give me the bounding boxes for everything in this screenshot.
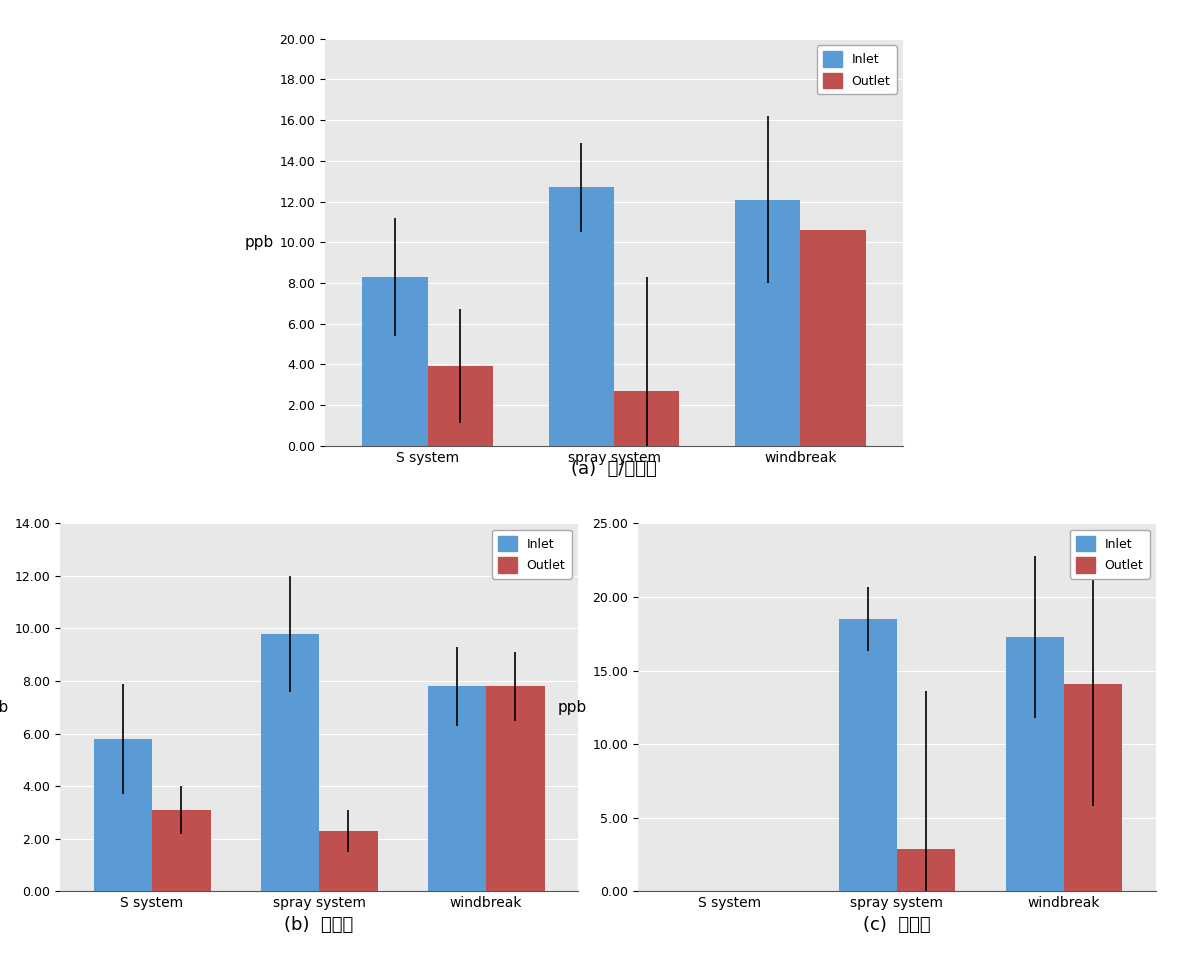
Y-axis label: ppb: ppb [0,700,10,715]
Text: (c)  겨울철: (c) 겨울철 [863,916,931,934]
Bar [427,366,492,446]
Bar [486,686,544,891]
Bar [897,849,956,891]
Bar [801,230,866,446]
Text: (b)  여름철: (b) 여름철 [284,916,354,934]
Text: (a)  봄/가을철: (a) 봄/가을철 [571,460,657,479]
Legend: Inlet, Outlet: Inlet, Outlet [1069,529,1150,578]
Legend: Inlet, Outlet: Inlet, Outlet [491,529,572,578]
Bar [94,739,152,891]
Y-axis label: ppb: ppb [244,234,275,250]
Bar [152,810,211,891]
Y-axis label: ppb: ppb [557,700,588,715]
Bar [736,200,801,446]
Bar [319,831,378,891]
Bar [614,391,679,446]
Bar [1005,637,1064,891]
Bar [838,619,897,891]
Legend: Inlet, Outlet: Inlet, Outlet [816,45,897,94]
Bar [549,187,614,446]
Bar [427,686,486,891]
Bar [1064,684,1122,891]
Bar [260,634,319,891]
Bar [362,277,427,446]
